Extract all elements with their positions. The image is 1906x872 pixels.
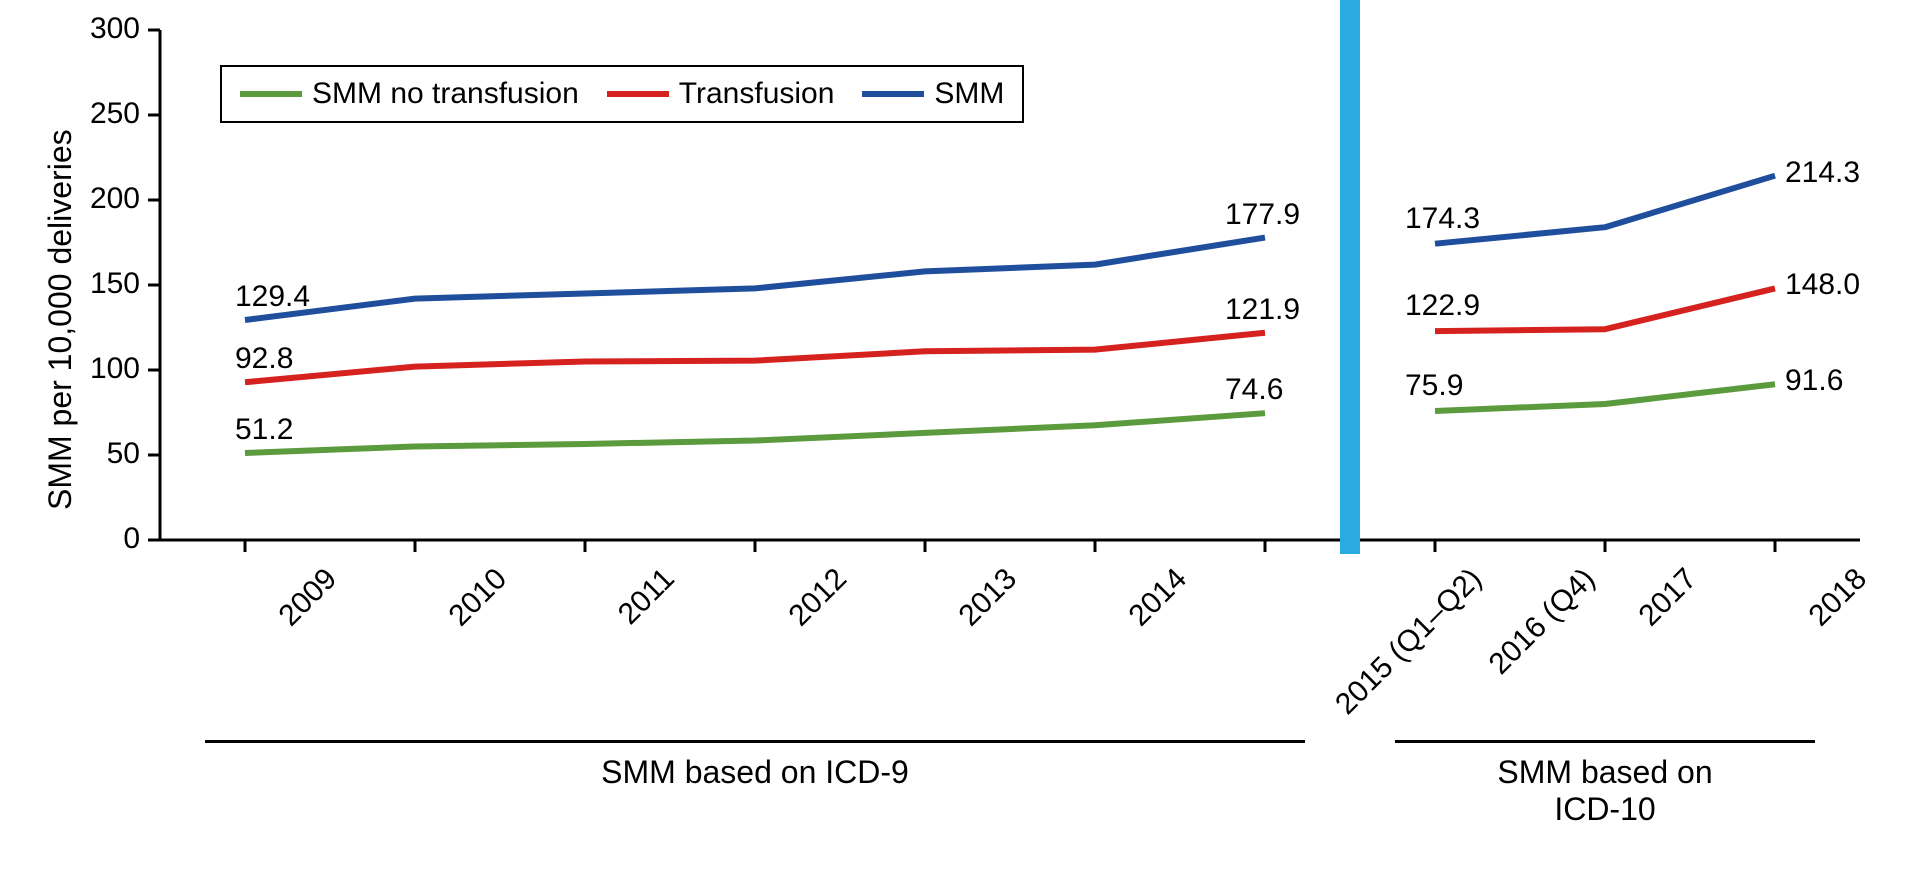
y-tick-label: 0: [0, 522, 140, 556]
data-point-label: 177.9: [1225, 198, 1300, 232]
legend-swatch: [240, 91, 302, 97]
legend: SMM no transfusion Transfusion SMM: [220, 65, 1024, 123]
group-label: SMM based on ICD-9: [205, 754, 1305, 791]
y-tick-label: 250: [0, 97, 140, 131]
y-tick-label: 300: [0, 12, 140, 46]
legend-item: SMM: [862, 77, 1004, 111]
data-point-label: 75.9: [1405, 369, 1463, 403]
legend-label: SMM: [934, 77, 1004, 111]
legend-label: SMM no transfusion: [312, 77, 579, 111]
data-point-label: 214.3: [1785, 156, 1860, 190]
y-tick-label: 50: [0, 437, 140, 471]
data-point-label: 91.6: [1785, 364, 1843, 398]
group-label: SMM based onICD-10: [1395, 754, 1815, 828]
data-point-label: 129.4: [235, 280, 310, 314]
data-point-label: 121.9: [1225, 293, 1300, 327]
data-point-label: 148.0: [1785, 268, 1860, 302]
data-point-label: 174.3: [1405, 202, 1480, 236]
legend-item: Transfusion: [607, 77, 835, 111]
legend-item: SMM no transfusion: [240, 77, 579, 111]
data-point-label: 51.2: [235, 413, 293, 447]
data-point-label: 92.8: [235, 342, 293, 376]
data-point-label: 74.6: [1225, 373, 1283, 407]
legend-swatch: [607, 91, 669, 97]
chart-container: SMM per 10,000 deliveries SMM no transfu…: [0, 0, 1906, 872]
data-point-label: 122.9: [1405, 289, 1480, 323]
legend-swatch: [862, 91, 924, 97]
legend-label: Transfusion: [679, 77, 835, 111]
group-underline: [1395, 740, 1815, 743]
group-underline: [205, 740, 1305, 743]
y-tick-label: 100: [0, 352, 140, 386]
y-tick-label: 150: [0, 267, 140, 301]
y-tick-label: 200: [0, 182, 140, 216]
